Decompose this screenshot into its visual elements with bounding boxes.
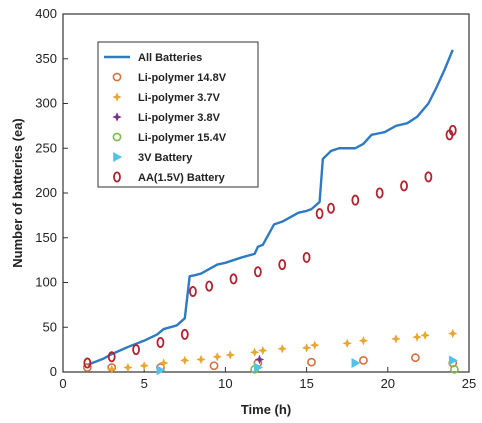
data-point-li-polymer-3-7v xyxy=(212,351,223,362)
legend-item-li-polymer-3-8v: Li-polymer 3.8V xyxy=(112,112,221,124)
x-tick-label: 10 xyxy=(218,376,232,391)
series-line-all-batteries xyxy=(86,49,454,366)
series-3v-battery xyxy=(156,355,458,376)
x-tick-label: 20 xyxy=(381,376,395,391)
data-point-aa-1-5v-battery xyxy=(107,351,116,363)
data-point-li-polymer-3-7v xyxy=(123,362,133,373)
data-point-3v-battery xyxy=(351,358,361,369)
data-point-li-polymer-14-8v xyxy=(209,361,219,371)
y-tick-label: 50 xyxy=(43,319,57,334)
legend-swatch-li-polymer-3-8v xyxy=(112,112,122,122)
legend-label-all-batteries: All Batteries xyxy=(138,52,202,64)
data-point-aa-1-5v-battery xyxy=(180,328,189,340)
x-tick-label: 5 xyxy=(141,376,148,391)
data-point-li-polymer-3-7v xyxy=(257,345,268,356)
y-axis-ticks: 0 50 100 150 200 250 300 350 400 xyxy=(35,6,68,379)
data-point-li-polymer-3-7v xyxy=(179,355,190,366)
data-point-li-polymer-3-7v xyxy=(301,342,312,353)
legend-item-3v-battery: 3V Battery xyxy=(113,151,193,164)
data-point-li-polymer-15-4v xyxy=(449,364,459,374)
data-point-li-polymer-3-7v xyxy=(158,358,169,368)
data-point-li-polymer-3-7v xyxy=(139,360,150,371)
data-point-aa-1-5v-battery xyxy=(205,280,214,292)
data-point-li-polymer-14-8v xyxy=(359,355,368,365)
series-all-batteries xyxy=(86,49,454,366)
legend-swatch-li-polymer-15-4v xyxy=(112,132,122,142)
data-point-li-polymer-3-7v xyxy=(391,334,401,344)
legend-item-all-batteries: All Batteries xyxy=(104,52,202,64)
legend-item-li-polymer-15-4v: Li-polymer 15.4V xyxy=(112,132,227,144)
y-tick-label: 0 xyxy=(50,364,57,379)
legend-item-li-polymer-3-7v: Li-polymer 3.7V xyxy=(112,92,221,104)
data-point-aa-1-5v-battery xyxy=(351,194,360,206)
data-point-li-polymer-14-8v xyxy=(82,363,92,372)
data-point-aa-1-5v-battery xyxy=(253,266,262,278)
legend: All Batteries Li-polymer 14.8V Li-polymer … xyxy=(97,41,259,188)
legend-label-li-polymer-3-7v: Li-polymer 3.7V xyxy=(138,92,221,104)
legend-label-li-polymer-15-4v: Li-polymer 15.4V xyxy=(138,132,227,144)
legend-box xyxy=(97,41,259,188)
data-point-aa-1-5v-battery xyxy=(448,124,457,136)
data-point-li-polymer-3-7v xyxy=(447,328,458,339)
legend-swatch-aa-1-5v-battery xyxy=(113,171,121,183)
legend-item-aa-1-5v-battery: AA(1.5V) Battery xyxy=(113,171,226,184)
y-axis-label: Number of batteries (ea) xyxy=(10,118,25,268)
data-point-li-polymer-3-7v xyxy=(420,330,431,341)
data-point-aa-1-5v-battery xyxy=(229,273,238,285)
data-point-3v-battery xyxy=(448,355,458,366)
data-point-aa-1-5v-battery xyxy=(375,187,384,199)
y-tick-label: 300 xyxy=(35,96,57,111)
data-point-li-polymer-14-8v xyxy=(411,353,420,363)
data-point-aa-1-5v-battery xyxy=(156,336,165,348)
data-point-li-polymer-3-7v xyxy=(358,335,369,346)
series-layer xyxy=(82,49,459,376)
x-tick-label: 0 xyxy=(59,376,66,391)
data-point-li-polymer-3-7v xyxy=(196,354,206,365)
data-point-3v-battery xyxy=(156,365,166,376)
legend-item-li-polymer-14-8v: Li-polymer 14.8V xyxy=(112,72,227,84)
data-point-li-polymer-14-8v xyxy=(307,357,316,367)
legend-label-3v-battery: 3V Battery xyxy=(138,152,193,164)
legend-swatch-li-polymer-14-8v xyxy=(112,72,122,82)
data-point-aa-1-5v-battery xyxy=(424,171,433,183)
y-tick-label: 200 xyxy=(35,185,57,200)
legend-label-aa-1-5v-battery: AA(1.5V) Battery xyxy=(138,172,226,184)
data-point-li-polymer-3-7v xyxy=(225,350,236,360)
legend-swatch-3v-battery xyxy=(113,151,123,163)
data-point-li-polymer-3-7v xyxy=(412,332,422,342)
legend-swatch-li-polymer-3-7v xyxy=(112,92,122,102)
series-li-polymer-3-8v xyxy=(254,354,265,365)
legend-label-li-polymer-14-8v: Li-polymer 14.8V xyxy=(138,72,227,84)
y-tick-label: 350 xyxy=(35,51,57,66)
data-point-li-polymer-3-7v xyxy=(309,340,320,351)
data-point-aa-1-5v-battery xyxy=(302,251,311,263)
data-point-li-polymer-3-7v xyxy=(342,338,353,349)
x-tick-label: 15 xyxy=(299,376,313,391)
data-point-aa-1-5v-battery xyxy=(278,259,287,271)
data-point-li-polymer-3-7v xyxy=(249,347,260,358)
data-point-aa-1-5v-battery xyxy=(327,202,335,214)
y-tick-label: 250 xyxy=(35,140,57,155)
series-li-polymer-3-7v xyxy=(106,328,458,375)
x-tick-label: 25 xyxy=(462,376,476,391)
data-point-3v-battery xyxy=(254,362,263,373)
data-point-aa-1-5v-battery xyxy=(400,180,408,192)
data-point-li-polymer-3-7v xyxy=(106,364,117,375)
y-tick-label: 150 xyxy=(35,230,57,245)
y-tick-label: 100 xyxy=(35,275,57,290)
data-point-aa-1-5v-battery xyxy=(315,208,324,220)
y-tick-label: 400 xyxy=(35,6,57,21)
data-point-aa-1-5v-battery xyxy=(132,344,140,356)
x-axis-ticks: 0 5 10 15 20 25 xyxy=(59,367,476,391)
data-point-aa-1-5v-battery xyxy=(83,357,92,369)
series-aa-1-5v-battery xyxy=(83,124,457,369)
data-point-aa-1-5v-battery xyxy=(189,285,197,297)
data-point-li-polymer-3-8v xyxy=(254,354,265,365)
data-point-li-polymer-3-7v xyxy=(277,343,288,354)
legend-label-li-polymer-3-8v: Li-polymer 3.8V xyxy=(138,112,221,124)
x-axis-label: Time (h) xyxy=(241,402,291,417)
